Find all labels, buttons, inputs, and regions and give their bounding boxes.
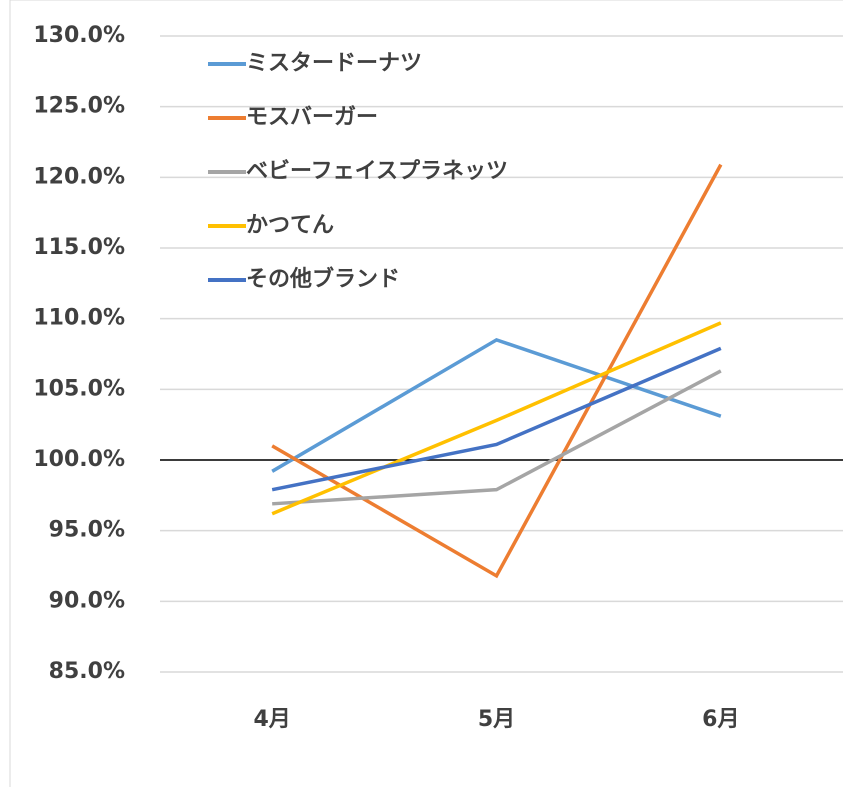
legend-label: かつてん [246,213,334,238]
y-tick-label: 100.0% [33,447,125,472]
legend-label: ミスタードーナツ [246,51,422,76]
y-tick-label: 105.0% [33,376,125,401]
legend-label: ベビーフェイスプラネッツ [246,159,508,184]
y-tick-label: 120.0% [33,164,125,189]
x-tick-label: 4月 [254,707,291,732]
y-tick-label: 90.0% [49,588,125,613]
series-line [271,163,723,579]
series-line [271,321,722,516]
legend-label: その他ブランド [246,266,400,292]
y-tick-label: 95.0% [49,518,125,543]
x-tick-label: 5月 [478,707,515,732]
x-tick-label: 6月 [702,707,739,732]
y-tick-label: 125.0% [33,94,125,119]
y-tick-label: 85.0% [49,659,125,684]
series-line [272,369,722,506]
legend-label: モスバーガー [246,105,378,130]
chart-border [9,0,843,787]
series-line [271,337,722,473]
y-tick-label: 130.0% [33,23,125,48]
series-line [271,346,722,492]
y-tick-label: 115.0% [33,235,125,260]
y-tick-label: 110.0% [33,306,125,331]
